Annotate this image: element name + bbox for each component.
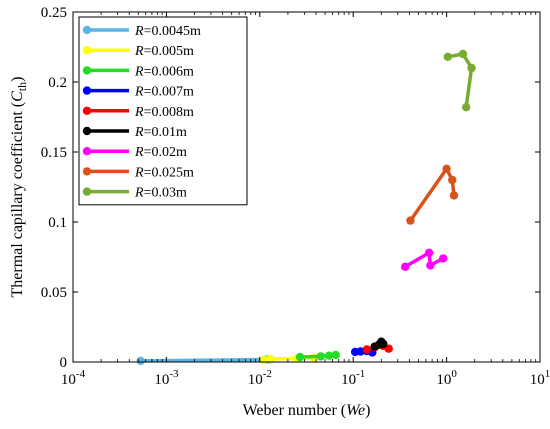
series-line	[404, 251, 445, 269]
y-tick-label: 0.25	[41, 5, 67, 21]
legend-swatch-marker	[82, 25, 92, 35]
x-axis-label: Weber number (We)	[243, 402, 371, 419]
data-point	[331, 350, 340, 360]
y-axis-label: Thermal capillary coefficient (Cth)	[9, 77, 29, 298]
data-point	[384, 344, 393, 353]
x-tick-label: 10-1	[341, 368, 365, 388]
series-9	[443, 49, 476, 112]
data-point	[266, 354, 275, 364]
x-tick-label: 10-4	[61, 368, 86, 388]
legend-item: R=0.025m	[82, 165, 194, 180]
legend-label: R=0.01m	[134, 125, 187, 140]
legend-item: R=0.02m	[82, 145, 187, 160]
data-point	[426, 261, 435, 270]
data-point	[316, 352, 326, 361]
plot-frame	[72, 11, 541, 363]
data-point	[448, 175, 457, 185]
y-tick-label: 0.15	[41, 145, 67, 161]
legend-swatch-marker	[82, 167, 92, 176]
series-3	[295, 350, 340, 362]
series-6	[370, 337, 388, 351]
legend: R=0.0045m R=0.005m R=0.006m R=0.007m R=0.008…	[78, 16, 248, 206]
y-tick-label: 0.2	[48, 75, 67, 91]
data-point	[424, 248, 434, 257]
legend-item: R=0.005m	[82, 44, 194, 59]
legend-swatch-marker	[82, 187, 92, 196]
data-point	[443, 52, 452, 61]
legend-label: R=0.02m	[134, 145, 187, 160]
legend-label: R=0.006m	[134, 64, 194, 79]
x-tick-label: 100	[436, 368, 457, 388]
legend-swatch-marker	[82, 106, 92, 116]
legend-label: R=0.005m	[134, 44, 194, 59]
x-tick-label: 10-2	[248, 368, 272, 388]
data-point	[406, 216, 415, 225]
legend-label: R=0.03m	[134, 186, 187, 201]
legend-item: R=0.01m	[82, 125, 187, 140]
legend-swatch-marker	[82, 46, 92, 55]
x-tick-label: 101	[530, 368, 550, 388]
y-tick-label: 0.05	[41, 285, 67, 301]
series-line	[447, 52, 474, 108]
data-point	[295, 352, 305, 362]
legend-item: R=0.007m	[82, 85, 194, 100]
legend-swatch-marker	[82, 86, 92, 95]
series-7	[400, 248, 448, 271]
legend-item: R=0.006m	[82, 64, 194, 79]
legend-label: R=0.025m	[134, 165, 194, 180]
data-point	[400, 262, 410, 271]
x-tick-label: 10-3	[154, 368, 179, 388]
data-point	[461, 103, 471, 112]
legend-swatch-marker	[82, 126, 92, 136]
data-point	[458, 49, 468, 59]
data-point	[362, 345, 372, 354]
legend-swatch-marker	[82, 147, 92, 156]
data-point	[442, 164, 451, 173]
data-point	[324, 351, 334, 360]
legend-label: R=0.007m	[134, 85, 194, 100]
legend-item: R=0.0045m	[82, 24, 201, 39]
legend-label: R=0.008m	[134, 105, 194, 120]
y-tick-label: 0.1	[48, 215, 67, 231]
series-line	[408, 167, 456, 222]
legend-item: R=0.008m	[82, 105, 194, 120]
series-8	[406, 164, 459, 225]
y-tick-label: 0	[60, 355, 68, 371]
legend-label: R=0.0045m	[134, 24, 201, 39]
data-point	[136, 356, 145, 366]
legend-swatch-marker	[82, 66, 92, 75]
data-point	[379, 339, 388, 348]
legend-item: R=0.03m	[82, 186, 187, 201]
data-point	[449, 191, 459, 200]
data-point	[467, 63, 476, 73]
data-point	[439, 254, 448, 263]
ticks-layer: 10-4 10-3 10-2 10-1 100 101 0 0.05 0.1 0.15 0.2 0.2…	[41, 5, 550, 388]
